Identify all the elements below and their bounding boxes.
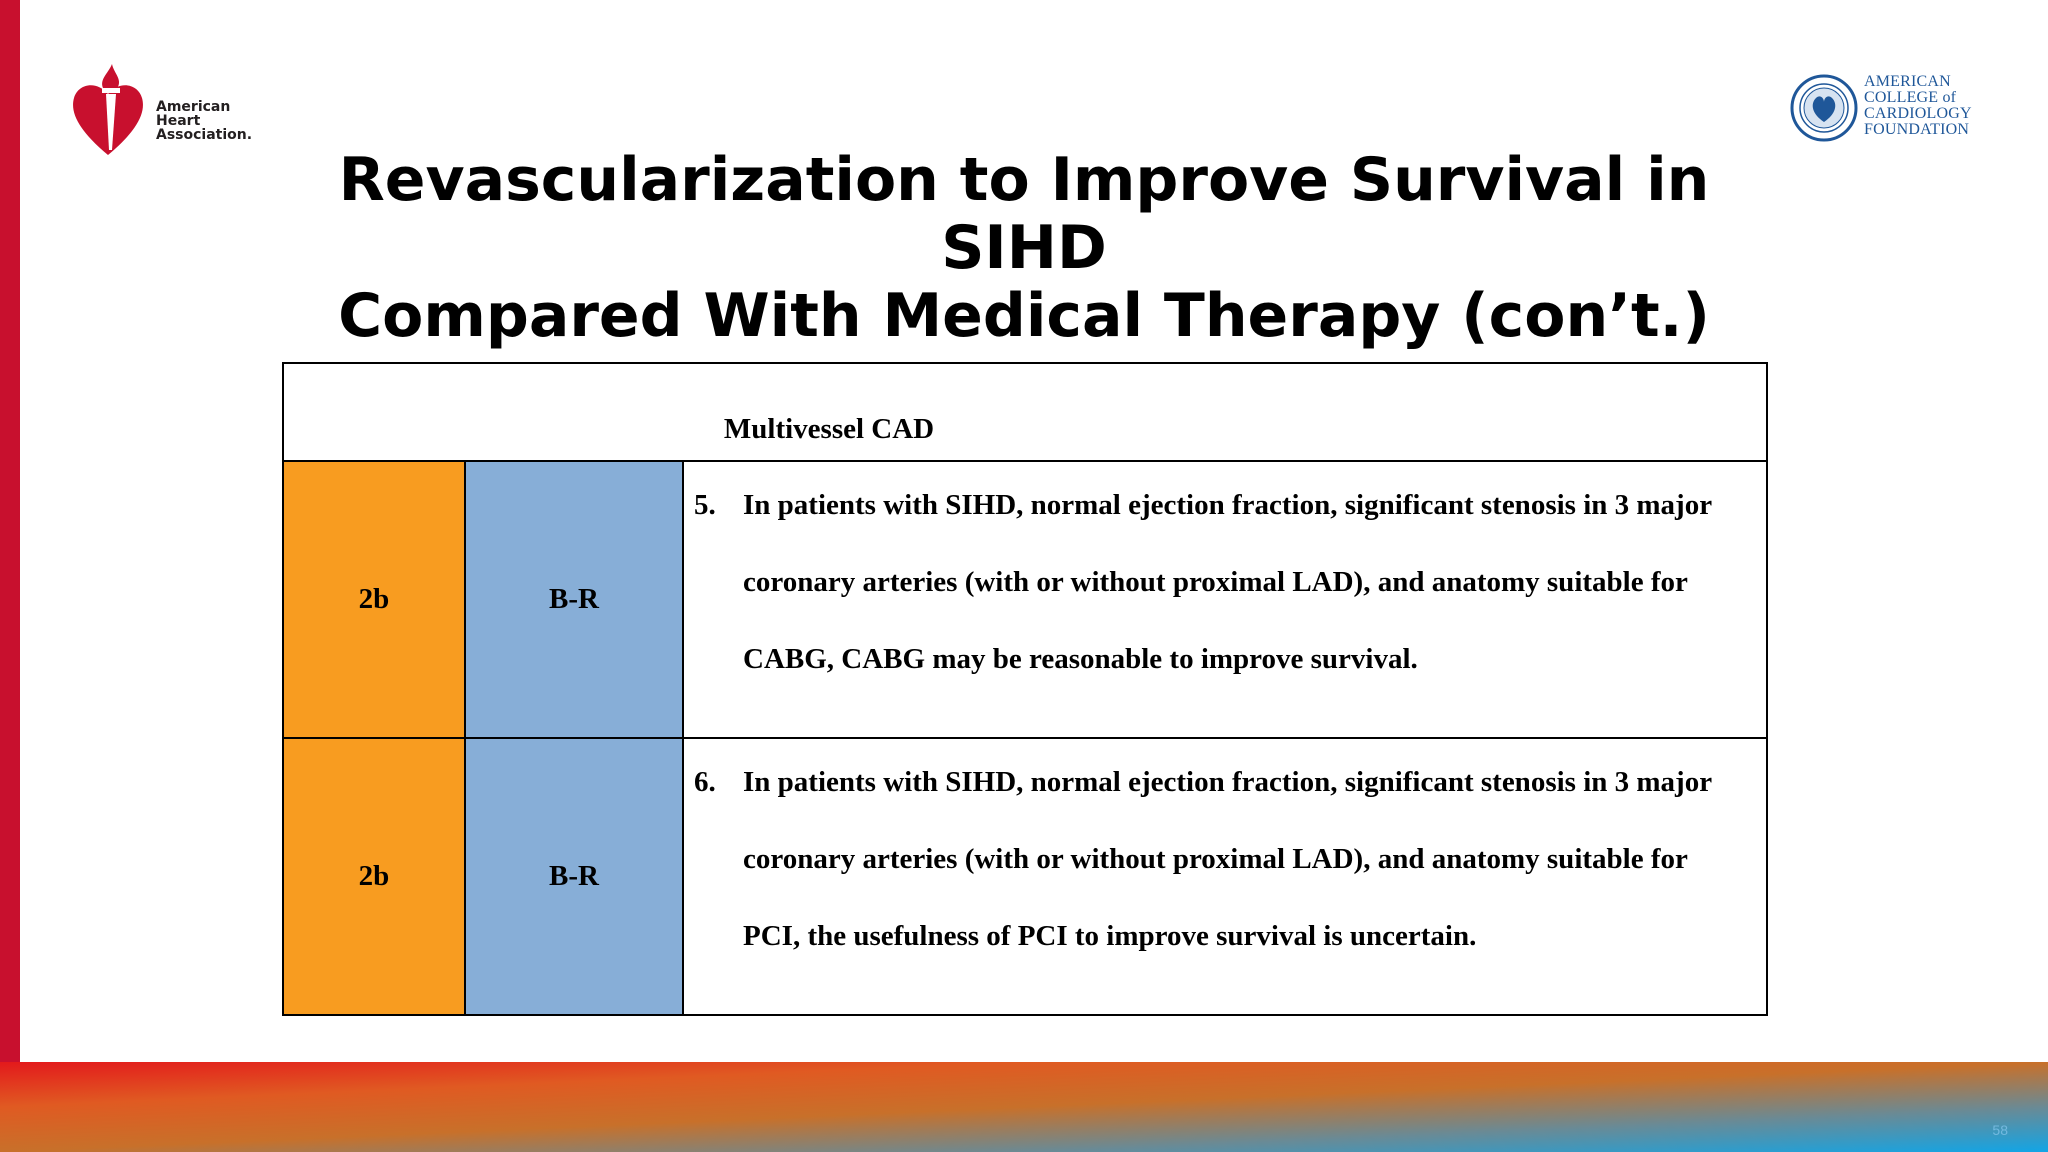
bottom-gradient-bar: 58 (0, 1062, 2048, 1152)
recommendation-text: In patients with SIHD, normal ejection f… (743, 489, 1712, 675)
slide-number: 58 (1992, 1122, 2008, 1138)
recommendation-cell: 6. In patients with SIHD, normal ejectio… (681, 737, 1769, 1016)
cor-cell: 2b (282, 737, 466, 1016)
recommendation-text: In patients with SIHD, normal ejection f… (743, 766, 1712, 952)
table-header: Multivessel CAD (281, 362, 1769, 462)
acc-foundation-logo: AMERICAN COLLEGE of CARDIOLOGY FOUNDATIO… (1788, 72, 1978, 144)
recommendation-cell: 5. In patients with SIHD, normal ejectio… (681, 460, 1769, 739)
acc-wordmark: AMERICAN COLLEGE of CARDIOLOGY FOUNDATIO… (1864, 73, 1972, 138)
aha-logo: American Heart Association. (68, 60, 258, 160)
aha-wordmark: American Heart Association. (156, 99, 253, 143)
acc-seal-icon (1790, 74, 1858, 142)
cor-cell: 2b (282, 460, 466, 739)
slide-title: Revascularization to Improve Survival in… (260, 146, 1788, 350)
recommendation-number: 5. (694, 489, 716, 521)
table-row: 2b B-R 6. In patients with SIHD, normal … (282, 737, 1769, 1016)
left-accent-bar (0, 0, 20, 1062)
title-line: Compared With Medical Therapy (con’t.) (338, 281, 1710, 351)
title-line: Revascularization to Improve Survival in… (338, 145, 1710, 283)
recommendation-table: Multivessel CAD 2b B-R 5. In patients wi… (281, 362, 1769, 1016)
heart-torch-icon (73, 64, 143, 155)
loe-cell: B-R (464, 460, 684, 739)
loe-cell: B-R (464, 737, 684, 1016)
table-header-row: Multivessel CAD (281, 362, 1769, 462)
recommendation-number: 6. (694, 766, 716, 798)
table-row: 2b B-R 5. In patients with SIHD, normal … (282, 460, 1769, 739)
